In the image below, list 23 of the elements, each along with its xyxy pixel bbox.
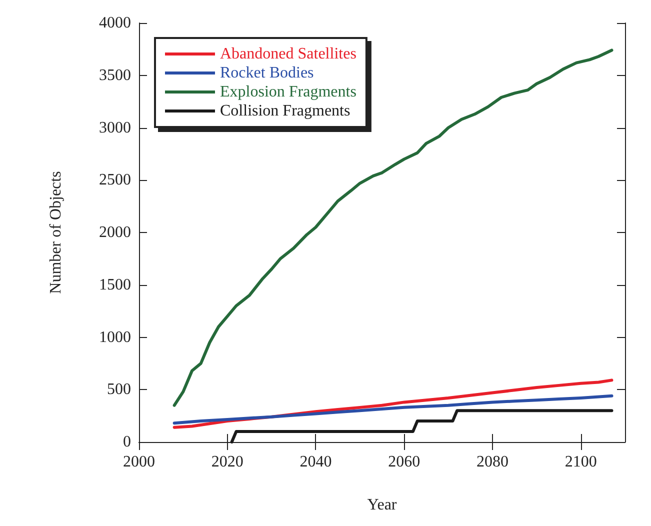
y-tick-label: 2000 — [99, 224, 131, 241]
legend-label: Abandoned Satellites — [220, 46, 356, 62]
x-tick-label: 2060 — [388, 454, 420, 470]
legend-label: Rocket Bodies — [220, 64, 314, 82]
y-tick-label: 4000 — [99, 14, 131, 32]
x-tick-label: 2040 — [300, 454, 332, 470]
line-series — [172, 48, 614, 407]
x-tick-label: 2080 — [476, 454, 508, 470]
y-tick-label: 3000 — [99, 119, 131, 136]
y-tick-label: 2500 — [99, 172, 131, 189]
x-tick-label: 2020 — [211, 454, 244, 470]
x-axis-title: Year — [367, 496, 398, 514]
x-tick-label: 2100 — [564, 454, 597, 470]
x-tick-label: 2000 — [123, 454, 155, 470]
y-axis-title: Number of Objects — [48, 171, 64, 294]
y-tick-label: 1000 — [99, 328, 131, 346]
y-tick-label: 1500 — [99, 276, 131, 294]
y-tick-label: 0 — [123, 434, 131, 450]
line-series — [172, 394, 614, 425]
legend-label: Explosion Fragments — [220, 84, 356, 100]
legend-label: Collision Fragments — [220, 102, 350, 120]
y-tick-label: 3500 — [99, 66, 131, 84]
y-tick-label: 500 — [107, 381, 131, 398]
